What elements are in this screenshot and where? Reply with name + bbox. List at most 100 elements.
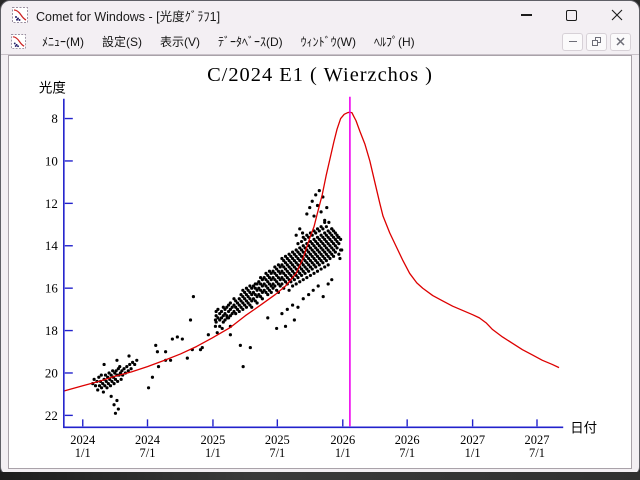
observation-dot — [314, 265, 318, 269]
observation-dot — [119, 377, 123, 381]
observation-dot — [168, 358, 173, 362]
observation-dot — [113, 411, 118, 415]
menu-item-settings[interactable]: 設定(S) — [102, 35, 142, 49]
menu-item-help[interactable]: ﾍﾙﾌﾟ(H) — [374, 35, 415, 49]
observation-dot — [290, 303, 295, 307]
observation-dot — [326, 263, 330, 267]
observation-dot — [285, 269, 289, 273]
observation-dot — [283, 280, 288, 284]
observation-dot — [241, 288, 245, 292]
mdi-child-system-icon[interactable] — [11, 34, 26, 49]
observation-dot — [266, 292, 270, 297]
observation-dot — [251, 290, 256, 294]
observation-dot — [120, 369, 124, 373]
observation-dot — [251, 297, 256, 301]
observation-dot — [216, 307, 220, 311]
observation-dot — [308, 259, 313, 263]
observation-dot — [114, 369, 118, 373]
observation-dot — [314, 259, 318, 263]
observation-dot — [235, 301, 240, 305]
observation-dot — [330, 246, 334, 250]
observation-dot — [273, 284, 277, 288]
x-tick-monthday: 7/1 — [269, 446, 285, 460]
observation-dot — [112, 403, 116, 407]
observation-dot — [301, 244, 305, 248]
observation-dot — [271, 269, 275, 273]
close-button[interactable] — [594, 1, 639, 29]
observation-dot — [289, 254, 293, 258]
x-tick-year: 2025 — [201, 433, 226, 447]
menu-item-window[interactable]: ｳｨﾝﾄﾞｳ(W) — [300, 35, 356, 49]
observation-dot — [220, 326, 224, 331]
observation-dot — [290, 263, 295, 267]
observation-dot — [248, 284, 252, 288]
observation-dot — [180, 337, 184, 341]
menu-item-menu[interactable]: ﾒﾆｭｰ(M) — [42, 35, 84, 49]
observation-dot — [257, 292, 261, 297]
observation-dot — [185, 356, 189, 360]
observation-dot — [323, 237, 327, 241]
observation-dot — [326, 229, 330, 233]
mdi-minimize-button[interactable] — [562, 32, 583, 51]
mdi-restore-button[interactable] — [586, 32, 607, 51]
observation-dot — [312, 271, 316, 275]
observation-dot — [155, 350, 160, 354]
observation-dot — [330, 233, 334, 237]
observation-dot — [324, 252, 328, 256]
observation-dot — [273, 278, 277, 282]
observation-dot — [325, 206, 329, 210]
observation-dot — [96, 388, 100, 392]
observation-dot — [303, 271, 307, 275]
observation-dot — [292, 252, 296, 256]
observation-dot — [100, 386, 104, 390]
observation-dot — [232, 297, 236, 301]
observation-dot — [321, 254, 325, 258]
minimize-button[interactable] — [504, 1, 549, 29]
maximize-button[interactable] — [549, 1, 594, 29]
observation-dot — [226, 316, 231, 320]
menu-item-database[interactable]: ﾃﾞｰﾀﾍﾞｰｽ(D) — [218, 35, 283, 49]
observation-dot — [326, 248, 330, 252]
observation-dot — [271, 286, 275, 290]
observation-dot — [294, 282, 298, 286]
observation-dot — [314, 252, 318, 256]
observation-dot — [264, 278, 268, 282]
observation-dot — [330, 227, 334, 231]
title-bar[interactable]: Comet for Windows - [光度ｸﾞﾗﾌ1] — [1, 1, 639, 29]
observation-dot — [234, 305, 238, 309]
observation-dot — [335, 246, 339, 250]
observation-dot — [314, 246, 318, 250]
observation-dot — [280, 263, 284, 267]
x-tick-monthday: 1/1 — [75, 446, 91, 460]
menu-item-view[interactable]: 表示(V) — [160, 35, 200, 49]
observation-dot — [129, 367, 133, 371]
observation-dot — [213, 324, 218, 328]
mdi-close-button[interactable] — [610, 32, 631, 51]
observation-dot — [115, 398, 119, 403]
observation-dot — [319, 233, 323, 237]
observation-dot — [102, 362, 106, 367]
observation-dot — [294, 248, 298, 252]
observation-dot — [312, 214, 316, 218]
observation-dot — [250, 305, 254, 309]
observation-dot — [283, 324, 288, 328]
observation-dot — [191, 295, 196, 299]
observation-dot — [298, 227, 302, 231]
x-tick-monthday: 7/1 — [140, 446, 156, 460]
observation-dot — [301, 297, 305, 301]
x-tick-year: 2026 — [330, 433, 355, 447]
observation-dot — [215, 331, 219, 335]
observation-dot — [262, 275, 266, 280]
observation-dot — [128, 362, 132, 367]
maximize-icon — [566, 9, 577, 21]
observation-dot — [282, 271, 286, 275]
observation-dot — [271, 275, 275, 280]
observation-dot — [262, 282, 266, 286]
observation-dot — [264, 290, 268, 294]
observation-dot — [326, 254, 330, 258]
observation-dot — [296, 263, 300, 267]
x-tick-year: 2025 — [265, 433, 290, 447]
observation-dot — [156, 365, 161, 369]
observation-dot — [175, 335, 179, 339]
observation-dot — [113, 377, 118, 381]
